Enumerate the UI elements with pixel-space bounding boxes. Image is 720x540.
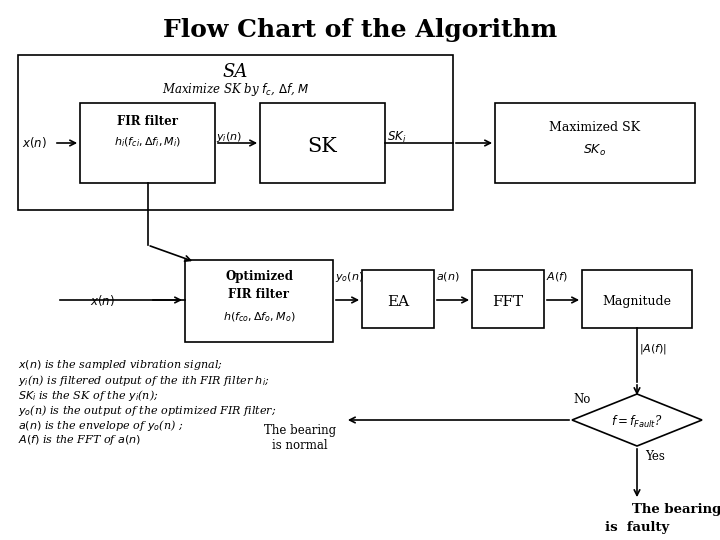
- FancyBboxPatch shape: [472, 270, 544, 328]
- Text: $y_i(n)$: $y_i(n)$: [216, 130, 242, 144]
- Text: SA: SA: [222, 63, 248, 81]
- Text: No: No: [573, 393, 590, 406]
- Text: Maximized SK: Maximized SK: [549, 121, 641, 134]
- Text: $f=f_{Fault}$?: $f=f_{Fault}$?: [611, 414, 663, 430]
- Text: FFT: FFT: [492, 295, 523, 309]
- Text: FIR filter: FIR filter: [117, 115, 178, 128]
- Text: $x(n)$ is the sampled vibration signal;: $x(n)$ is the sampled vibration signal;: [18, 358, 222, 372]
- Text: $A(f)$ is the FFT of $a(n)$: $A(f)$ is the FFT of $a(n)$: [18, 433, 141, 447]
- Text: $a(n)$ is the envelope of $y_o$(n) ;: $a(n)$ is the envelope of $y_o$(n) ;: [18, 418, 184, 433]
- Text: $SK_o$: $SK_o$: [583, 143, 606, 158]
- Text: Maximize SK by $f_c$, $\Delta f$, $M$: Maximize SK by $f_c$, $\Delta f$, $M$: [161, 81, 310, 98]
- Text: $x(n)$: $x(n)$: [22, 136, 47, 151]
- Text: $x(n)$: $x(n)$: [90, 293, 115, 307]
- Text: $h(f_{co}, \Delta f_o, M_o)$: $h(f_{co}, \Delta f_o, M_o)$: [222, 310, 295, 323]
- Polygon shape: [572, 394, 702, 446]
- FancyBboxPatch shape: [582, 270, 692, 328]
- FancyBboxPatch shape: [260, 103, 385, 183]
- FancyBboxPatch shape: [495, 103, 695, 183]
- Text: EA: EA: [387, 295, 409, 309]
- Text: $|A(f)|$: $|A(f)|$: [639, 342, 667, 356]
- FancyBboxPatch shape: [80, 103, 215, 183]
- Text: SK: SK: [307, 138, 338, 157]
- FancyBboxPatch shape: [18, 55, 453, 210]
- Text: FIR filter: FIR filter: [228, 288, 289, 301]
- Text: $SK_i$: $SK_i$: [387, 130, 406, 145]
- Text: Optimized: Optimized: [225, 270, 293, 283]
- Text: $y_i$(n) is filtered output of the ith FIR filter $h_i$;: $y_i$(n) is filtered output of the ith F…: [18, 373, 270, 388]
- Text: Yes: Yes: [645, 450, 665, 463]
- Text: $y_o$(n) is the output of the optimized FIR filter;: $y_o$(n) is the output of the optimized …: [18, 403, 276, 418]
- Text: Flow Chart of the Algorithm: Flow Chart of the Algorithm: [163, 18, 557, 42]
- Text: Magnitude: Magnitude: [603, 295, 672, 308]
- Text: The bearing
is normal: The bearing is normal: [264, 424, 336, 452]
- Text: $y_o(n)$: $y_o(n)$: [335, 270, 364, 284]
- Text: $SK_i$ is the SK of the $y_i$(n);: $SK_i$ is the SK of the $y_i$(n);: [18, 388, 158, 403]
- Text: $h_i(f_{ci}, \Delta f_i, M_i)$: $h_i(f_{ci}, \Delta f_i, M_i)$: [114, 135, 181, 148]
- FancyBboxPatch shape: [185, 260, 333, 342]
- Text: The bearing: The bearing: [632, 503, 720, 516]
- FancyBboxPatch shape: [362, 270, 434, 328]
- Text: $A(f)$: $A(f)$: [546, 270, 568, 283]
- Text: $a(n)$: $a(n)$: [436, 270, 459, 283]
- Text: is  faulty: is faulty: [605, 521, 669, 534]
